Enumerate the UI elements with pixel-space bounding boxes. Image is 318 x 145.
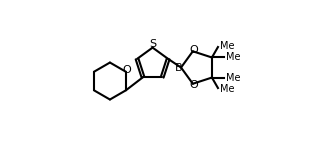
- Text: O: O: [189, 80, 198, 90]
- Text: S: S: [149, 39, 156, 49]
- Text: Me: Me: [220, 41, 234, 51]
- Text: O: O: [122, 65, 131, 75]
- Text: O: O: [189, 45, 198, 55]
- Text: Me: Me: [226, 72, 240, 83]
- Text: Me: Me: [226, 52, 240, 62]
- Text: Me: Me: [220, 84, 234, 94]
- Text: B: B: [175, 62, 182, 72]
